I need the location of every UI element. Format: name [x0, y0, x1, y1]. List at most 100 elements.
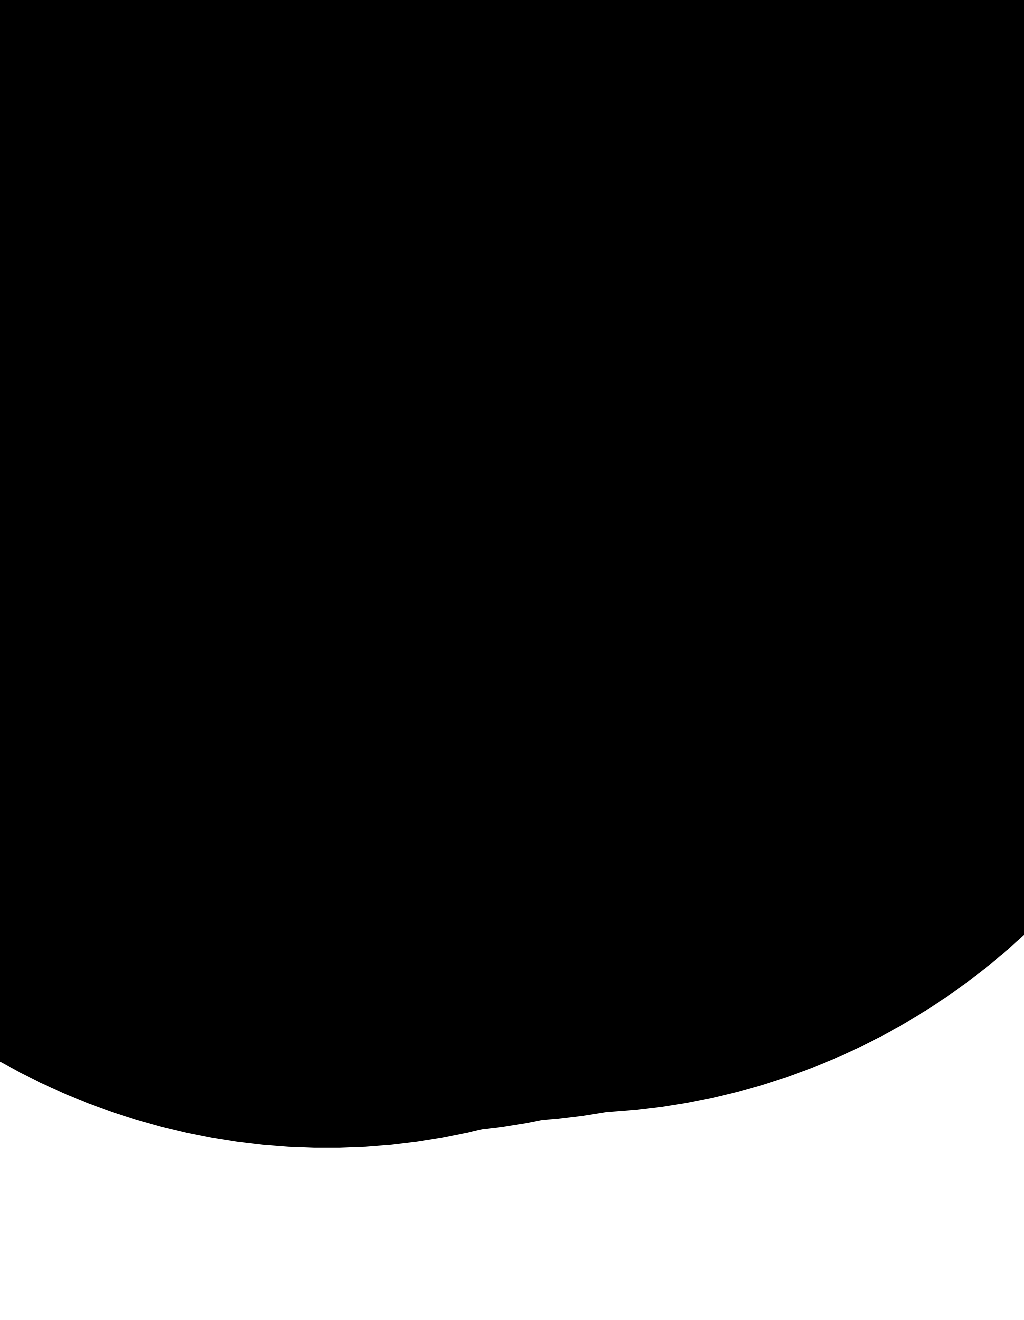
- FancyBboxPatch shape: [286, 327, 367, 422]
- Text: N: N: [484, 273, 496, 286]
- Text: 113: 113: [288, 979, 309, 990]
- Text: N: N: [450, 273, 461, 286]
- Text: 133: 133: [680, 434, 701, 445]
- FancyBboxPatch shape: [280, 644, 617, 982]
- Text: 145: 145: [672, 634, 693, 643]
- FancyBboxPatch shape: [292, 372, 313, 385]
- Text: 147: 147: [565, 985, 587, 995]
- Text: US 2015/0338268 A1: US 2015/0338268 A1: [681, 176, 828, 187]
- Text: 143: 143: [690, 634, 711, 643]
- Text: Patent Application Publication: Patent Application Publication: [281, 176, 497, 187]
- Text: ...: ...: [420, 397, 429, 407]
- FancyBboxPatch shape: [318, 395, 336, 405]
- Text: 127: 127: [509, 626, 530, 635]
- Text: Potentiometers: Potentiometers: [287, 334, 367, 342]
- FancyBboxPatch shape: [631, 923, 677, 973]
- FancyBboxPatch shape: [272, 323, 692, 994]
- FancyBboxPatch shape: [631, 779, 677, 843]
- Text: Power Supply: Power Supply: [255, 618, 268, 700]
- FancyBboxPatch shape: [318, 351, 336, 363]
- Text: 120: 120: [652, 639, 674, 648]
- Text: PW Driver: PW Driver: [510, 578, 568, 589]
- Text: 141: 141: [578, 437, 599, 447]
- FancyBboxPatch shape: [364, 684, 438, 977]
- Text: ...: ...: [452, 871, 462, 880]
- Text: ...: ...: [327, 871, 338, 880]
- Text: 121: 121: [292, 626, 313, 635]
- Text: 129: 129: [326, 445, 347, 455]
- Text: ...: ...: [452, 795, 462, 804]
- FancyBboxPatch shape: [385, 351, 400, 366]
- Text: ...: ...: [484, 871, 495, 880]
- FancyBboxPatch shape: [403, 395, 419, 409]
- Text: 111: 111: [632, 639, 653, 648]
- FancyBboxPatch shape: [318, 374, 336, 384]
- FancyBboxPatch shape: [280, 321, 685, 432]
- FancyBboxPatch shape: [628, 647, 696, 978]
- FancyBboxPatch shape: [251, 323, 272, 994]
- FancyBboxPatch shape: [385, 395, 400, 409]
- Text: 100: 100: [228, 998, 252, 1010]
- Text: FIG. 2: FIG. 2: [744, 611, 810, 630]
- Text: LED driver: LED driver: [364, 578, 426, 589]
- Text: ...: ...: [406, 795, 416, 804]
- FancyBboxPatch shape: [285, 684, 360, 977]
- Text: ...: ...: [406, 871, 416, 880]
- Text: Temperature
Sensor: Temperature Sensor: [623, 939, 686, 958]
- Text: 135: 135: [275, 428, 297, 438]
- FancyBboxPatch shape: [364, 545, 426, 622]
- Text: ...: ...: [295, 871, 305, 880]
- Text: 123: 123: [365, 626, 386, 635]
- Text: ...: ...: [561, 871, 571, 880]
- Text: 137: 137: [418, 437, 439, 447]
- FancyBboxPatch shape: [290, 545, 353, 622]
- FancyBboxPatch shape: [292, 393, 313, 407]
- Text: LED driver: LED driver: [291, 578, 352, 589]
- Text: 117: 117: [444, 979, 466, 990]
- Text: 112: 112: [415, 1001, 439, 1014]
- Text: Control Input: Control Input: [666, 338, 676, 414]
- Text: LED Control: LED Control: [666, 503, 676, 573]
- Text: 125: 125: [437, 626, 459, 635]
- FancyBboxPatch shape: [385, 374, 400, 387]
- FancyBboxPatch shape: [508, 545, 571, 622]
- Text: Wireless Communication: Wireless Communication: [514, 362, 629, 371]
- Text: (RF, IR, etc.): (RF, IR, etc.): [543, 372, 600, 381]
- Text: ...: ...: [561, 795, 571, 804]
- Text: BLUE: BLUE: [462, 953, 497, 966]
- Text: ...: ...: [374, 795, 384, 804]
- Text: Micro-
Controller: Micro- Controller: [395, 474, 468, 504]
- Text: 115: 115: [367, 979, 387, 990]
- Text: LED driver: LED driver: [436, 578, 498, 589]
- Text: Switches: Switches: [387, 334, 434, 342]
- Text: ...: ...: [295, 795, 305, 804]
- FancyBboxPatch shape: [435, 545, 499, 622]
- Text: ...: ...: [374, 871, 384, 880]
- FancyBboxPatch shape: [441, 684, 517, 977]
- FancyBboxPatch shape: [292, 350, 313, 364]
- FancyBboxPatch shape: [454, 327, 531, 422]
- FancyBboxPatch shape: [280, 440, 685, 636]
- FancyBboxPatch shape: [535, 327, 608, 422]
- FancyBboxPatch shape: [403, 374, 419, 387]
- Text: Wired Communication: Wired Communication: [441, 362, 544, 371]
- Text: 129: 129: [333, 437, 354, 447]
- Text: ...: ...: [528, 871, 540, 880]
- Text: (USB, RS232, etc.): (USB, RS232, etc.): [450, 372, 536, 381]
- FancyBboxPatch shape: [376, 327, 446, 422]
- FancyBboxPatch shape: [518, 684, 594, 977]
- Text: RED: RED: [309, 953, 336, 966]
- FancyBboxPatch shape: [295, 455, 568, 524]
- Text: 119: 119: [521, 979, 543, 990]
- Text: ...: ...: [334, 396, 343, 405]
- Text: ...: ...: [334, 374, 343, 383]
- Text: Color
Sensor: Color Sensor: [635, 800, 674, 822]
- FancyBboxPatch shape: [403, 351, 419, 366]
- Text: ...: ...: [528, 795, 540, 804]
- Text: ...: ...: [327, 795, 338, 804]
- Text: 139: 139: [499, 437, 520, 447]
- Text: P W: P W: [541, 952, 571, 966]
- Text: GREEN: GREEN: [378, 953, 424, 966]
- Text: Feedback Sensors: Feedback Sensors: [681, 766, 690, 861]
- Text: LED Array: LED Array: [598, 783, 608, 842]
